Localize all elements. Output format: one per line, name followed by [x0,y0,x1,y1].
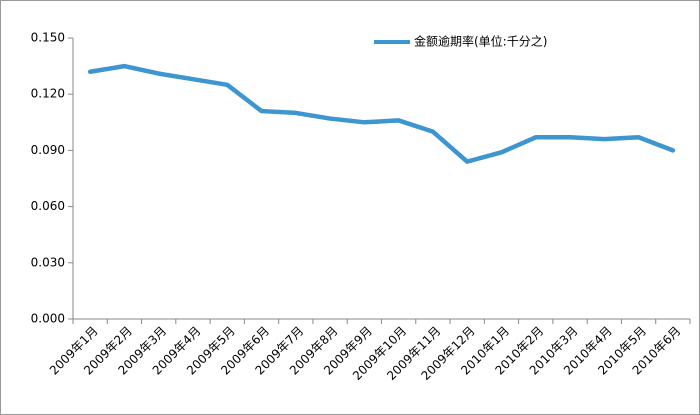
y-tick-label: 0.120 [31,87,65,101]
y-tick-label: 0.060 [31,199,65,213]
y-tick-label: 0.090 [31,143,65,157]
legend-label: 金额逾期率(单位:千分之) [414,34,547,49]
y-tick-label: 0.030 [31,255,65,269]
y-tick-label: 0.000 [31,312,65,326]
data-line [87,63,676,164]
y-tick-label: 0.150 [31,31,65,45]
